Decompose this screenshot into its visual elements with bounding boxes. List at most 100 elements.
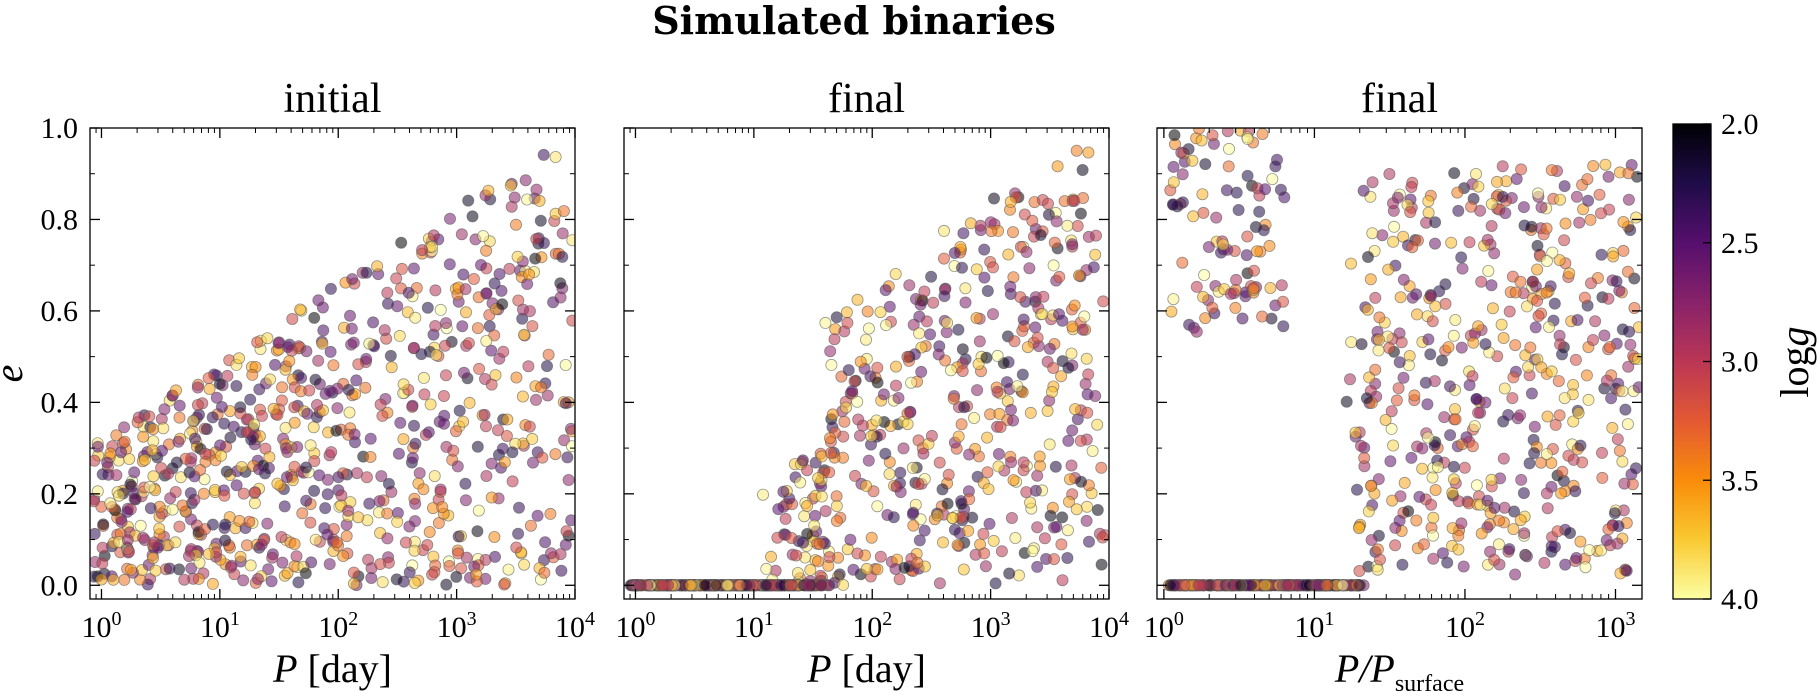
data-point	[537, 148, 550, 161]
data-point	[1278, 191, 1291, 204]
data-point	[1514, 514, 1527, 527]
data-point	[371, 260, 384, 273]
data-point	[557, 205, 570, 218]
data-point	[918, 285, 931, 298]
data-point	[1037, 290, 1050, 303]
data-point	[1413, 490, 1426, 503]
data-point	[533, 194, 546, 207]
data-point	[1086, 444, 1099, 457]
data-point	[1049, 460, 1062, 473]
data-point	[263, 373, 276, 386]
y-axis-label: e	[0, 365, 31, 383]
data-point	[427, 229, 440, 242]
data-point	[938, 252, 951, 265]
data-point	[1061, 552, 1074, 565]
data-point	[1007, 414, 1020, 427]
data-point	[137, 430, 150, 443]
data-point	[304, 516, 317, 529]
colorbar-label-g: g	[1772, 326, 1817, 346]
data-point	[944, 364, 957, 377]
data-point	[407, 262, 420, 275]
data-point	[854, 355, 867, 368]
data-point	[534, 214, 547, 227]
data-point	[1475, 275, 1488, 288]
data-point	[488, 531, 501, 544]
data-point	[1043, 438, 1056, 451]
data-point	[90, 527, 101, 540]
data-point	[565, 514, 575, 527]
data-point	[1470, 392, 1483, 405]
colorbar-tick-label: 2.5	[1721, 227, 1759, 260]
data-point	[1223, 142, 1236, 155]
data-point	[1336, 579, 1349, 592]
data-point	[1602, 170, 1615, 183]
data-point	[1616, 385, 1629, 398]
data-point	[560, 525, 573, 538]
data-point	[1422, 333, 1435, 346]
data-point	[830, 311, 843, 324]
data-point	[556, 227, 569, 240]
data-point	[871, 563, 884, 576]
colorbar-tick-label: 3.0	[1721, 346, 1759, 379]
data-point	[1467, 336, 1480, 349]
data-point	[840, 401, 853, 414]
data-point	[155, 461, 168, 474]
data-point	[825, 358, 838, 371]
data-point	[1176, 168, 1189, 181]
panel-2: final 100 101 102 103 104 P [day]	[615, 76, 1129, 691]
data-point	[456, 320, 469, 333]
data-point	[1345, 257, 1358, 270]
data-point	[1241, 132, 1254, 145]
data-point	[1048, 553, 1061, 566]
data-point	[305, 556, 318, 569]
data-point	[478, 408, 491, 421]
x-tick-label: 104	[1089, 608, 1129, 644]
data-point	[453, 404, 466, 417]
data-point	[911, 556, 924, 569]
data-point	[931, 509, 944, 522]
data-point	[244, 393, 257, 406]
data-point	[1372, 333, 1385, 346]
data-point	[1428, 439, 1441, 452]
data-point	[1611, 433, 1624, 446]
data-point	[194, 463, 207, 476]
data-point	[440, 440, 453, 453]
data-point	[893, 573, 906, 586]
data-point	[378, 324, 391, 337]
data-point	[251, 573, 264, 586]
data-point	[1617, 244, 1630, 257]
data-point	[838, 415, 851, 428]
data-point	[1541, 410, 1554, 423]
data-point	[148, 536, 161, 549]
colorbar-ticks: 2.0 2.5 3.0 3.5 4.0	[1703, 108, 1759, 616]
data-point	[301, 407, 314, 420]
data-point	[390, 573, 403, 586]
data-point	[352, 511, 365, 524]
data-point	[1096, 531, 1109, 544]
data-point	[123, 452, 136, 465]
data-point	[1622, 167, 1635, 180]
data-point	[1042, 208, 1055, 221]
data-point	[1553, 254, 1566, 267]
data-point	[890, 360, 903, 373]
axes-frame	[1156, 127, 1643, 600]
data-point	[530, 393, 543, 406]
data-point	[1081, 500, 1094, 513]
data-point	[794, 476, 807, 489]
data-point	[163, 562, 176, 575]
data-point	[219, 518, 232, 531]
x-tick-label: 100	[81, 608, 121, 644]
data-point	[96, 541, 109, 554]
data-point	[1610, 275, 1623, 288]
x-tick-label: 103	[437, 608, 477, 644]
data-point	[1535, 201, 1548, 214]
data-point	[1578, 291, 1591, 304]
data-point	[1269, 160, 1282, 173]
data-point	[1397, 371, 1410, 384]
data-point	[1526, 275, 1539, 288]
data-point	[337, 550, 350, 563]
data-point	[491, 424, 504, 437]
data-point	[516, 390, 529, 403]
data-point	[188, 432, 201, 445]
x-tick-label: 101	[1294, 608, 1334, 644]
